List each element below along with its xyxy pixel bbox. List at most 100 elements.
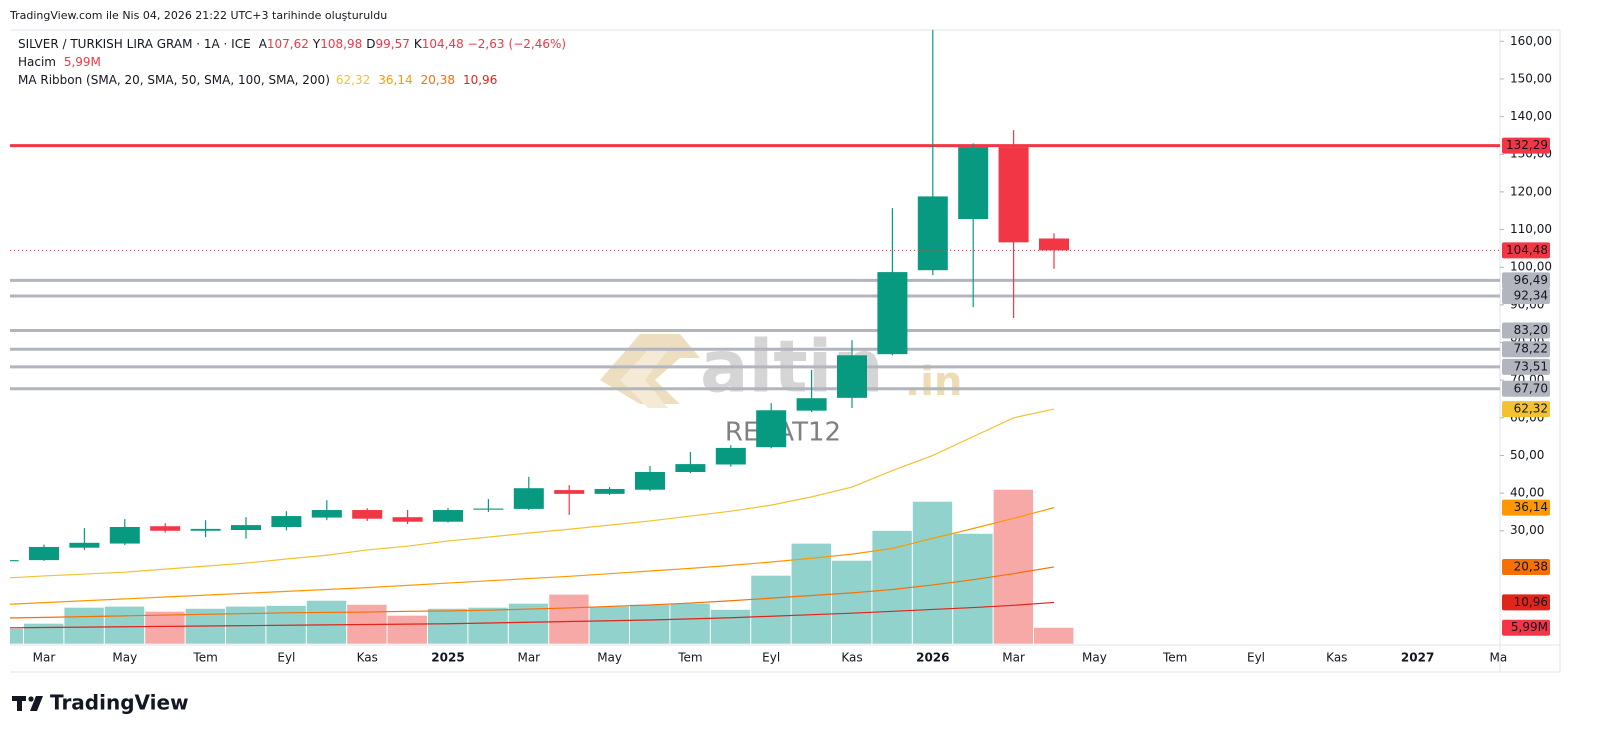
ma-line bbox=[10, 566, 1055, 619]
brand-name: TradingView bbox=[50, 691, 189, 715]
ma-value: 36,14 bbox=[378, 73, 412, 87]
candle-body bbox=[311, 510, 342, 518]
volume-bar bbox=[64, 607, 104, 644]
brand: TradingView bbox=[12, 691, 189, 715]
legend-line: SILVER / TURKISH LIRA GRAM · 1A · ICE A10… bbox=[18, 37, 566, 51]
volume-name: Hacim bbox=[18, 55, 56, 69]
price-badge-label: 104,48 bbox=[1506, 243, 1548, 257]
price-badge bbox=[1502, 288, 1550, 305]
price-badge bbox=[1502, 341, 1550, 358]
axes: 30,0040,0050,0060,0070,0080,0090,00100,0… bbox=[33, 34, 1552, 665]
volume-last: 5,99M bbox=[64, 55, 101, 69]
candle-body bbox=[1039, 238, 1069, 251]
y-tick-label: 160,00 bbox=[1510, 34, 1552, 48]
brand-icon bbox=[17, 696, 22, 711]
x-tick-label: Eyl bbox=[277, 651, 295, 665]
volume-bar bbox=[104, 606, 145, 644]
ohlc-value: 99,57 bbox=[376, 37, 410, 51]
candle-body bbox=[69, 542, 100, 548]
ohlc-key: A bbox=[259, 37, 268, 51]
volume-bar bbox=[549, 594, 589, 644]
candle-body bbox=[715, 447, 746, 465]
y-tick-label: 120,00 bbox=[1510, 184, 1552, 198]
y-tick-label: 40,00 bbox=[1510, 486, 1544, 500]
change: −2,63 bbox=[468, 37, 505, 51]
candle-body bbox=[917, 196, 948, 271]
candle-body bbox=[837, 355, 867, 398]
volume-bar bbox=[145, 611, 185, 644]
candle-body bbox=[150, 526, 181, 531]
x-tick-label: Mar bbox=[33, 651, 56, 665]
candle-body bbox=[513, 488, 544, 509]
volume-bar bbox=[1034, 627, 1074, 644]
candle-body bbox=[231, 525, 261, 530]
ohlc-value: 108,98 bbox=[320, 37, 362, 51]
x-tick-label: 2027 bbox=[1401, 651, 1434, 665]
watermark-logo bbox=[600, 334, 700, 404]
price-badge bbox=[1502, 137, 1550, 154]
volume-bar bbox=[10, 628, 24, 644]
ma-value: 62,32 bbox=[336, 73, 370, 87]
volume-bar bbox=[508, 603, 549, 644]
price-badge-label: 73,51 bbox=[1514, 359, 1548, 373]
candle-body bbox=[675, 464, 706, 473]
y-tick-label: 100,00 bbox=[1510, 260, 1552, 274]
volume-bar bbox=[589, 606, 629, 644]
ma-line bbox=[10, 408, 1055, 579]
ma-value: 20,38 bbox=[421, 73, 455, 87]
candle-body bbox=[392, 517, 423, 522]
x-tick-label: Eyl bbox=[762, 651, 780, 665]
price-badge bbox=[1502, 558, 1550, 575]
brand-icon bbox=[28, 696, 34, 702]
candle-body bbox=[877, 272, 908, 355]
volume-bar bbox=[468, 607, 508, 644]
price-badge-label: 5,99M bbox=[1511, 620, 1548, 634]
price-badge bbox=[1502, 380, 1550, 397]
price-badge-label: 132,29 bbox=[1506, 138, 1548, 152]
ohlc-key: K bbox=[414, 37, 423, 51]
volume-bar bbox=[710, 609, 751, 644]
y-tick-label: 50,00 bbox=[1510, 448, 1544, 462]
candle-body bbox=[29, 546, 59, 561]
x-tick-label: Mar bbox=[1002, 651, 1025, 665]
legend-line: MA Ribbon (SMA, 20, SMA, 50, SMA, 100, S… bbox=[18, 73, 497, 87]
legend-line: Hacim 5,99M bbox=[18, 55, 101, 69]
candle-body bbox=[10, 560, 19, 562]
x-tick-label: Ma bbox=[1490, 651, 1508, 665]
candle-body bbox=[756, 410, 787, 448]
ohlc-value: 104,48 bbox=[422, 37, 464, 51]
price-badge bbox=[1502, 594, 1550, 611]
candle-body bbox=[594, 488, 625, 494]
price-badge-label: 96,49 bbox=[1514, 273, 1548, 287]
y-tick-label: 140,00 bbox=[1510, 109, 1552, 123]
ma-name: MA Ribbon (SMA, 20, SMA, 50, SMA, 100, S… bbox=[18, 73, 330, 87]
candle-body bbox=[433, 510, 463, 522]
volume-bar bbox=[791, 543, 831, 644]
header: TradingView.com ile Nis 04, 2026 21:22 U… bbox=[9, 9, 387, 22]
change-pct: (−2,46%) bbox=[509, 37, 567, 51]
ohlc-key: Y bbox=[312, 37, 321, 51]
plot bbox=[10, 30, 1500, 644]
x-tick-label: Eyl bbox=[1247, 651, 1265, 665]
price-badge bbox=[1502, 401, 1550, 418]
ohlc-value: 107,62 bbox=[267, 37, 309, 51]
price-badge-label: 62,32 bbox=[1514, 402, 1548, 416]
x-tick-label: Tem bbox=[192, 651, 217, 665]
price-badge bbox=[1502, 322, 1550, 339]
volume-bar bbox=[751, 575, 791, 644]
candle-body bbox=[635, 472, 665, 490]
candle-body bbox=[271, 516, 302, 527]
price-badge bbox=[1502, 242, 1550, 259]
x-tick-label: May bbox=[597, 651, 622, 665]
symbol: SILVER / TURKISH LIRA GRAM · 1A · ICE bbox=[18, 37, 251, 51]
x-tick-label: 2025 bbox=[431, 651, 464, 665]
ma-line bbox=[10, 601, 1055, 629]
price-badge-label: 36,14 bbox=[1514, 500, 1548, 514]
volume-bar bbox=[428, 608, 468, 644]
candle-body bbox=[190, 528, 221, 531]
y-tick-label: 150,00 bbox=[1510, 71, 1552, 85]
price-badge bbox=[1502, 619, 1550, 636]
volume-bar bbox=[993, 489, 1033, 644]
price-badge-label: 20,38 bbox=[1514, 559, 1548, 573]
